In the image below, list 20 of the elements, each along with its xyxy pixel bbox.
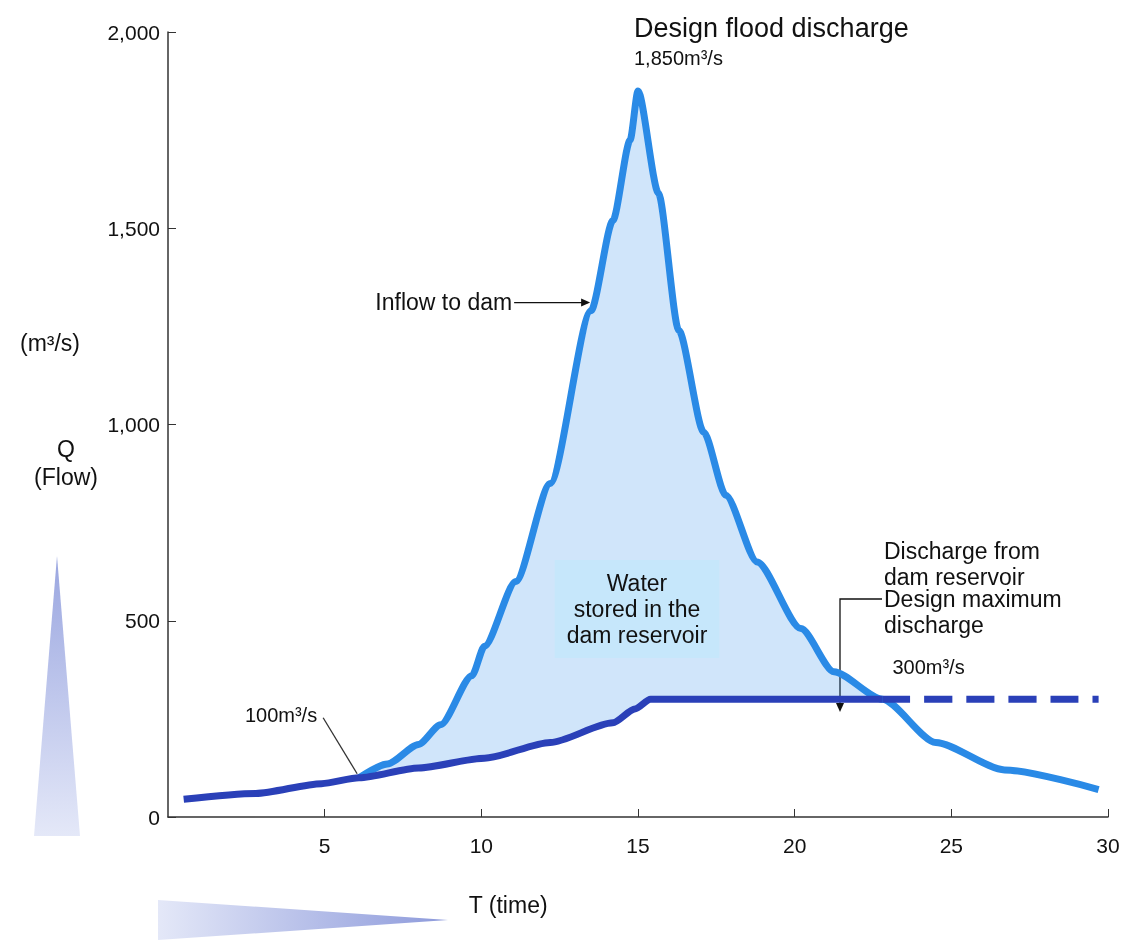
x-tick-label: 5 [318,834,331,857]
x-tick-label: 25 [939,834,964,857]
annotation: Design flood discharge [634,13,909,44]
annotation: Water stored in the dam reservoir [566,570,708,648]
annotation: 100m³/s [244,704,318,727]
x-axis-title: T (time) [468,891,548,918]
y-tick-label: 0 [148,805,160,829]
x-tick-label: 10 [469,834,494,857]
y-tick-label: 1,500 [107,216,160,240]
x-tick-label: 15 [626,834,650,857]
annotation: 300m³/s [892,655,965,678]
y-tick-label: 2,000 [107,20,160,44]
y-tick-label: 1,000 [107,413,160,436]
x-tick-label: 20 [782,834,807,857]
y-axis-title: Q (Flow) [34,435,98,490]
annotation: 1,850m³/s [634,47,723,70]
x-tick-label: 30 [1096,834,1120,857]
y-tick-label: 500 [124,609,160,633]
text: (m³/s) [20,330,81,356]
annotation: Inflow to dam [375,288,513,315]
